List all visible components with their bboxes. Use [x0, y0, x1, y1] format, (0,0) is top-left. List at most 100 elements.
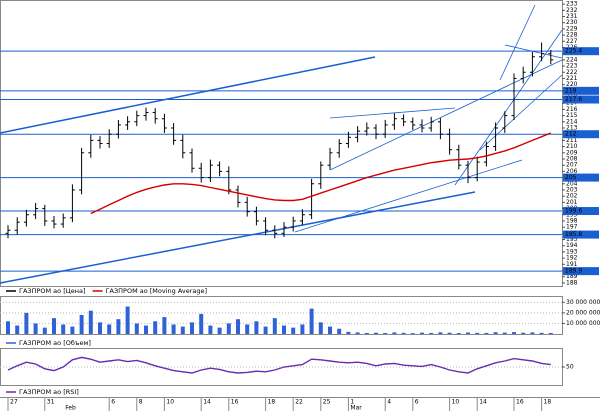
trend-line [0, 191, 476, 284]
volume-bar [226, 323, 231, 334]
level-label-box [563, 173, 599, 182]
volume-bar [318, 322, 323, 334]
volume-bar [70, 326, 75, 334]
x-tick-label: 27 [10, 399, 18, 406]
volume-bar [107, 324, 112, 334]
y-tick-label: 228 [566, 32, 578, 39]
level-label-box [563, 130, 599, 139]
x-tick-label: 14 [479, 399, 487, 406]
volume-bar [144, 325, 148, 334]
y-tick-label: 224 [566, 56, 578, 63]
y-tick-label: 211 [566, 137, 578, 144]
level-label: 212 [565, 131, 577, 138]
trend-line [0, 56, 376, 134]
level-label-box [563, 86, 599, 95]
y-tick-label: 191 [566, 261, 578, 268]
level-label-box [563, 207, 599, 216]
volume-bar [300, 324, 305, 334]
volume-bar [79, 314, 84, 334]
volume-bar [171, 324, 176, 334]
volume-bar [548, 332, 553, 334]
rsi-line [7, 356, 551, 374]
level-label: 195.8 [565, 231, 582, 238]
y-tick-label: 214 [566, 118, 578, 125]
level-label: 205 [565, 174, 577, 181]
volume-bar [282, 325, 286, 334]
volume-bar [33, 323, 38, 334]
y-tick-label: 216 [566, 106, 578, 113]
y-tick-label: 204 [566, 180, 578, 187]
volume-bar [392, 332, 397, 334]
volume-bar [61, 324, 66, 334]
x-tick-label: 10 [166, 399, 174, 406]
volume-bar [125, 306, 130, 334]
x-tick-label: 22 [295, 399, 303, 406]
volume-bar [364, 332, 369, 334]
legend-label: ГАЗПРОМ ао [Цена] [19, 287, 86, 295]
volume-bar [15, 325, 20, 334]
y-tick-label: 206 [566, 168, 578, 175]
y-tick-label: 209 [566, 149, 578, 156]
x-tick-label: 16 [516, 399, 524, 406]
volume-bar [190, 322, 194, 334]
volume-bar [337, 328, 342, 334]
volume-bar [52, 318, 56, 334]
x-tick-label: 6 [111, 399, 115, 406]
y-tick-label: 229 [566, 25, 578, 32]
volume-bar [456, 333, 461, 334]
y-tick-label: 222 [566, 69, 578, 76]
volume-bar [447, 332, 452, 334]
y-tick-label: 201 [566, 199, 578, 206]
volume-bar [420, 332, 424, 334]
y-tick-label: 232 [566, 7, 578, 14]
x-tick-label: 31 [47, 399, 55, 406]
volume-bar [153, 321, 158, 334]
x-tick-label: 18 [544, 399, 552, 406]
volume-bar [263, 326, 268, 334]
x-tick-label: 1 [350, 399, 354, 406]
legend-label: ГАЗПРОМ ао [Объем] [19, 339, 91, 347]
volume-bar [530, 332, 535, 334]
volume-bar [383, 333, 388, 334]
volume-bar [272, 318, 277, 334]
y-tick-label: 227 [566, 38, 578, 45]
volume-bar [502, 332, 507, 334]
volume-bar [116, 319, 121, 334]
volume-bar [180, 326, 185, 334]
y-tick-label: 198 [566, 217, 578, 224]
level-label: 189.9 [565, 268, 582, 275]
y-tick-label: 215 [566, 112, 578, 119]
volume-panel [0, 296, 563, 335]
y-tick-label: 223 [566, 63, 578, 70]
legend-label: ГАЗПРОМ ао [RSI] [19, 388, 79, 396]
volume-bar [88, 310, 93, 334]
y-tick-label: 189 [566, 273, 578, 280]
volume-bar [521, 332, 526, 334]
trend-line [479, 74, 563, 151]
volume-bar [429, 332, 434, 334]
volume-bar [291, 327, 296, 334]
volume-bar [401, 332, 406, 334]
volume-bar [466, 332, 470, 334]
y-tick-label: 10 000 000 [566, 320, 600, 327]
y-tick-label: 193 [566, 248, 578, 255]
y-tick-label: 20 000 000 [566, 309, 600, 316]
x-tick-label: 4 [387, 399, 391, 406]
y-tick-label: 30 000 000 [566, 299, 600, 306]
volume-bar [134, 323, 139, 334]
y-tick-label: 230 [566, 19, 578, 26]
volume-bar [254, 321, 259, 334]
y-tick-label: 195 [566, 236, 578, 243]
y-tick-label: 213 [566, 125, 578, 132]
level-label: 225.4 [565, 48, 582, 55]
volume-bar [309, 308, 314, 334]
level-label-box [563, 47, 599, 56]
volume-bar [355, 332, 360, 334]
x-tick-label: 25 [323, 399, 331, 406]
y-tick-label: 203 [566, 186, 578, 193]
volume-bar [24, 312, 29, 334]
trend-line [454, 29, 563, 186]
y-tick-label: 194 [566, 242, 578, 249]
volume-bar [208, 325, 213, 334]
